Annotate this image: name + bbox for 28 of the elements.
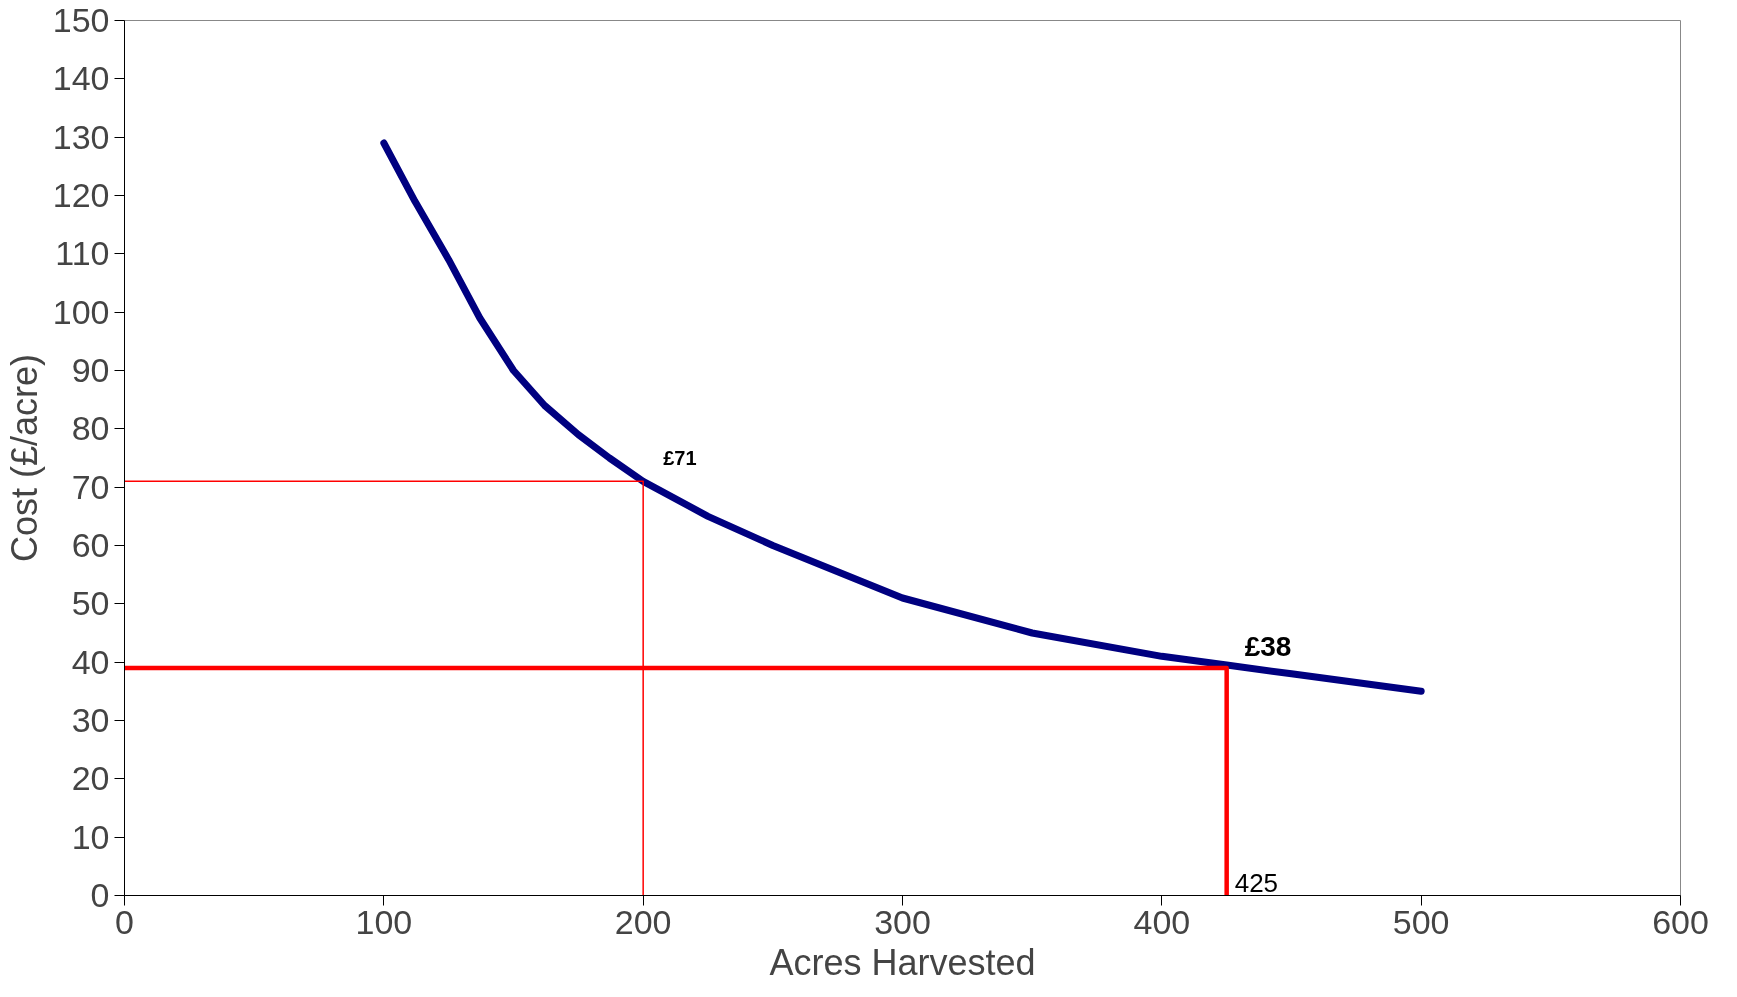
y-axis-title: Cost (£/acre) (3, 353, 45, 563)
y-tick-label: 150 (52, 1, 110, 39)
y-tick-label: 10 (71, 817, 110, 856)
y-tick-label: 80 (71, 409, 110, 448)
annotation: 425 (1234, 867, 1279, 898)
x-tick-label: 0 (115, 902, 134, 941)
y-tick-label: 100 (52, 292, 110, 331)
x-axis-title: Acres Harvested (769, 941, 1036, 983)
x-tick-label: 200 (614, 902, 672, 941)
y-tick-label: 120 (52, 176, 110, 214)
x-tick-label: 300 (874, 902, 931, 941)
annotation: £38 (1244, 631, 1292, 662)
y-tick-label: 20 (71, 759, 110, 798)
x-tick-label: 500 (1392, 902, 1450, 941)
x-tick-label: 600 (1652, 902, 1709, 941)
y-tick-label: 30 (71, 701, 110, 739)
y-tick-label: 60 (71, 526, 110, 564)
y-tick-label: 70 (71, 467, 110, 506)
y-tick-label: 40 (71, 642, 110, 681)
y-tick-label: 130 (52, 117, 110, 156)
x-tick-label: 400 (1133, 902, 1191, 941)
y-tick-label: 90 (71, 351, 110, 389)
annotation: £71 (663, 447, 697, 470)
y-tick-label: 110 (55, 234, 110, 273)
y-tick-label: 0 (90, 876, 110, 914)
y-tick-label: 140 (52, 59, 110, 98)
x-tick-label: 100 (355, 902, 413, 941)
y-tick-label: 50 (71, 584, 110, 623)
